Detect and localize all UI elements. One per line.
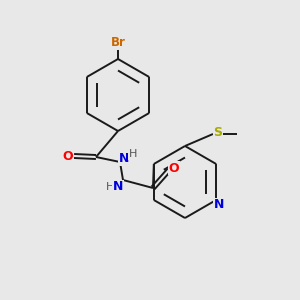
- Text: H: H: [106, 182, 114, 192]
- Text: O: O: [63, 149, 73, 163]
- Text: N: N: [113, 181, 123, 194]
- Text: N: N: [119, 152, 129, 166]
- Text: S: S: [214, 127, 223, 140]
- Text: N: N: [214, 199, 224, 212]
- Text: Br: Br: [111, 37, 125, 50]
- Text: H: H: [129, 149, 137, 159]
- Text: O: O: [169, 161, 179, 175]
